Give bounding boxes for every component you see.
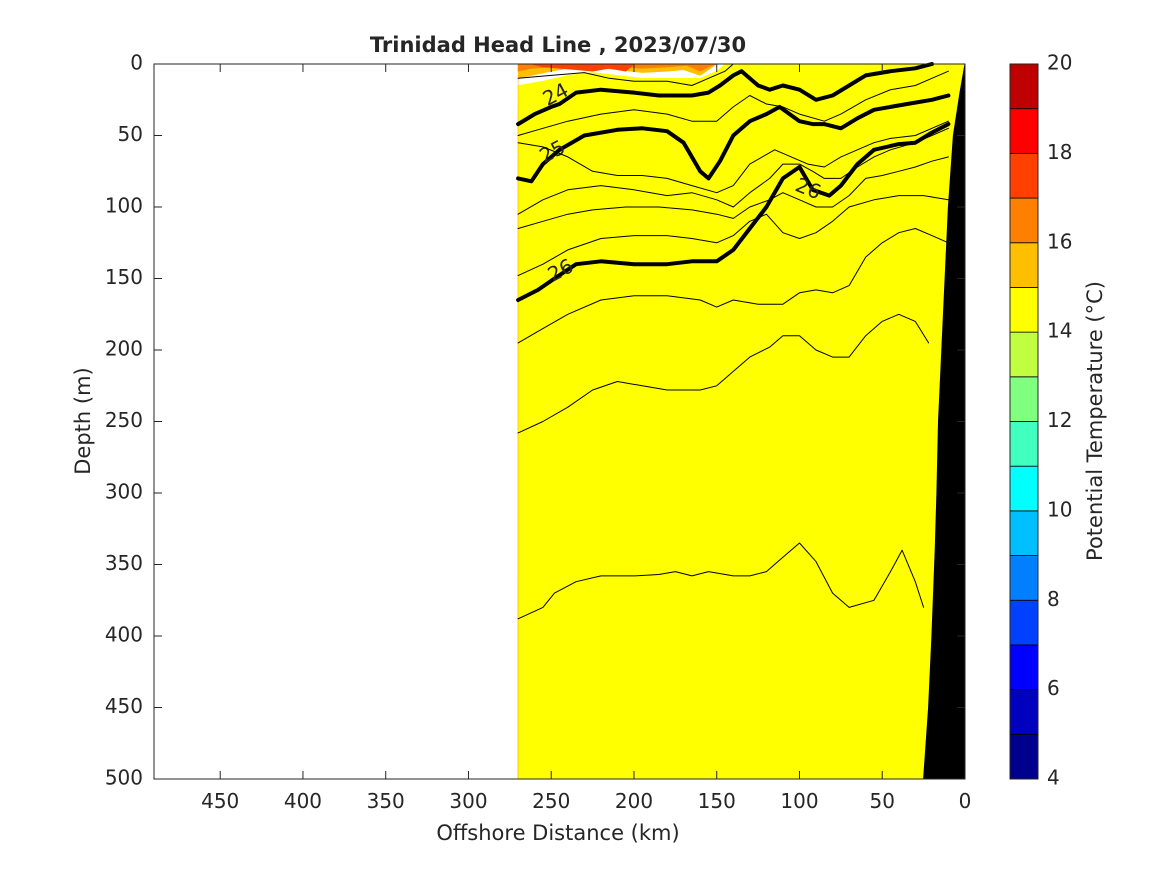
isoline-thin bbox=[517, 120, 949, 194]
y-tick-label: 400 bbox=[105, 623, 143, 647]
colorbar-tick-label: 16 bbox=[1047, 229, 1072, 253]
x-tick-label: 200 bbox=[615, 789, 653, 813]
x-tick-label: 50 bbox=[870, 789, 895, 813]
colorbar-tick-label: 10 bbox=[1047, 497, 1072, 521]
x-axis-label: Offshore Distance (km) bbox=[436, 821, 679, 845]
colorbar-label: Potential Temperature (°C) bbox=[1083, 281, 1107, 561]
colorbar bbox=[1009, 63, 1039, 780]
colorbar-swatch-17 bbox=[1009, 152, 1039, 199]
colorbar-swatch-5 bbox=[1009, 689, 1039, 735]
isoline-thin bbox=[517, 228, 949, 344]
x-tick-label: 400 bbox=[284, 789, 322, 813]
y-tick-label: 500 bbox=[105, 766, 143, 790]
colorbar-tick-label: 4 bbox=[1047, 766, 1060, 790]
x-tick-label: 350 bbox=[367, 789, 405, 813]
isoline-thin bbox=[517, 542, 925, 620]
isoline-thin bbox=[517, 63, 734, 86]
y-tick-label: 350 bbox=[105, 551, 143, 575]
isoline-thin bbox=[517, 127, 949, 215]
y-tick-label: 450 bbox=[105, 694, 143, 718]
x-tick-label: 250 bbox=[532, 789, 570, 813]
isoline-bold bbox=[516, 122, 951, 302]
colorbar-swatch-13 bbox=[1009, 331, 1039, 378]
colorbar-tick-label: 12 bbox=[1047, 408, 1072, 432]
colorbar-swatch-6 bbox=[1009, 644, 1039, 691]
x-axis-ticks: 450 400 350 300 250 200 150 100 50 0 bbox=[201, 64, 971, 813]
y-tick-label: 150 bbox=[105, 265, 143, 289]
y-tick-label: 0 bbox=[130, 51, 143, 75]
colorbar-swatch-9 bbox=[1009, 510, 1039, 556]
isoline-thin bbox=[517, 313, 930, 434]
temperature-bands bbox=[517, 63, 966, 780]
y-axis-ticks: 0 50 100 150 200 250 300 350 400 450 500 bbox=[105, 51, 965, 790]
temperature-band-18 bbox=[531, 63, 635, 72]
x-tick-label: 100 bbox=[780, 789, 818, 813]
seafloor-mask bbox=[923, 63, 966, 780]
colorbar-swatch-15 bbox=[1009, 242, 1039, 288]
colorbar-swatch-16 bbox=[1009, 197, 1039, 244]
x-tick-label: 150 bbox=[698, 789, 736, 813]
colorbar-tick-label: 14 bbox=[1047, 319, 1072, 343]
colorbar-swatch-18 bbox=[1009, 108, 1039, 154]
chart-title: Trinidad Head Line , 2023/07/30 bbox=[370, 33, 746, 57]
isoline-thin bbox=[517, 156, 949, 229]
colorbar-swatch-19 bbox=[1009, 63, 1039, 110]
colorbar-swatch-8 bbox=[1009, 555, 1039, 601]
x-tick-label: 0 bbox=[959, 789, 972, 813]
y-tick-label: 300 bbox=[105, 480, 143, 504]
colorbar-tick-label: 6 bbox=[1047, 676, 1060, 700]
colorbar-swatch-7 bbox=[1009, 599, 1039, 646]
x-tick-label: 450 bbox=[201, 789, 239, 813]
temperature-band-16 bbox=[517, 63, 718, 780]
colorbar-ticks: 4 6 8 10 12 14 16 18 20 bbox=[1047, 51, 1072, 790]
isoline-thin bbox=[517, 70, 949, 136]
y-tick-label: 250 bbox=[105, 408, 143, 432]
colorbar-swatch-4 bbox=[1009, 733, 1039, 780]
isoline-thin bbox=[517, 195, 949, 277]
y-axis-label: Depth (m) bbox=[71, 367, 95, 474]
colorbar-frame bbox=[1009, 63, 1039, 780]
colorbar-swatch-14 bbox=[1009, 287, 1039, 333]
isoline-bold bbox=[516, 93, 951, 184]
y-tick-label: 50 bbox=[118, 122, 143, 146]
y-tick-label: 100 bbox=[105, 194, 143, 218]
colorbar-tick-label: 18 bbox=[1047, 140, 1072, 164]
isoline-bold bbox=[516, 62, 934, 127]
colorbar-tick-label: 8 bbox=[1047, 587, 1060, 611]
y-tick-label: 200 bbox=[105, 337, 143, 361]
colorbar-tick-label: 20 bbox=[1047, 51, 1072, 75]
seafloor-shape bbox=[923, 63, 966, 780]
x-tick-label: 300 bbox=[449, 789, 487, 813]
colorbar-swatch-10 bbox=[1009, 465, 1039, 512]
colorbar-swatch-12 bbox=[1009, 376, 1039, 422]
colorbar-swatch-11 bbox=[1009, 421, 1039, 467]
